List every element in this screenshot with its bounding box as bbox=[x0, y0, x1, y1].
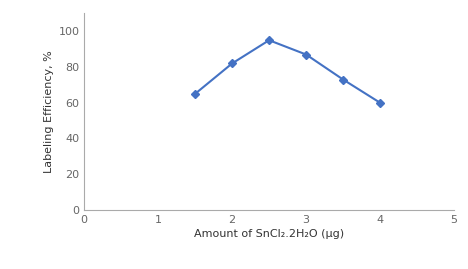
X-axis label: Amount of SnCl₂.2H₂O (μg): Amount of SnCl₂.2H₂O (μg) bbox=[194, 229, 344, 239]
Y-axis label: Labeling Efficiency, %: Labeling Efficiency, % bbox=[44, 50, 54, 173]
